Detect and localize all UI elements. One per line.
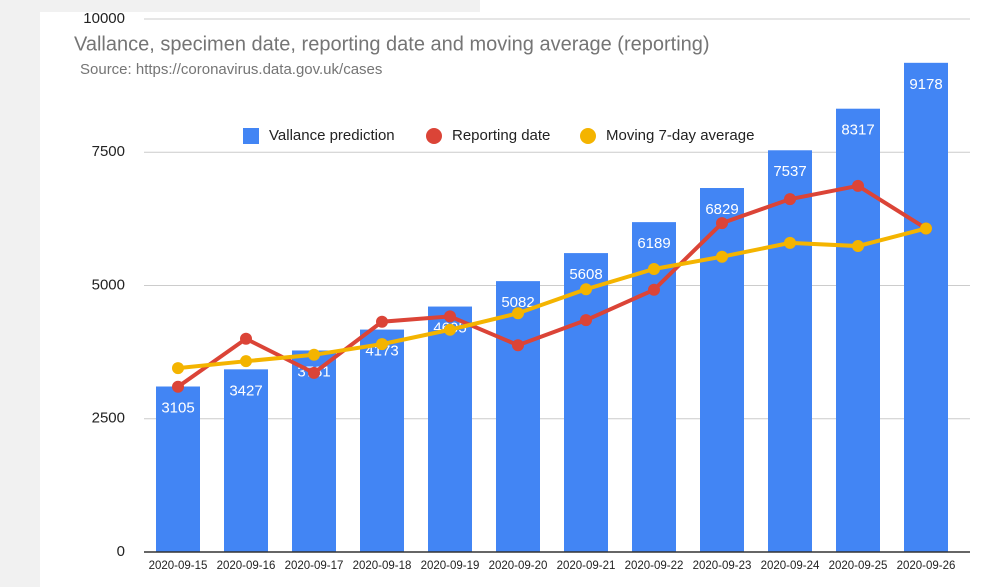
top-strip (0, 0, 480, 12)
bar-value-label: 3427 (229, 382, 262, 399)
line-point (920, 222, 932, 235)
bar (700, 188, 744, 553)
line-point (308, 366, 320, 379)
line-point (172, 362, 184, 375)
line (176, 183, 928, 389)
bar (904, 62, 948, 553)
line-point (376, 338, 388, 351)
legend-label: Reporting date (452, 127, 550, 144)
bar-value-label: 8317 (841, 122, 874, 139)
bar-value-label: 9178 (909, 76, 942, 93)
line-point (852, 179, 864, 192)
bar (768, 150, 812, 552)
line-point (716, 217, 728, 230)
legend: Vallance prediction Reporting date Moving … (243, 127, 754, 144)
line-point (444, 323, 456, 336)
bar (428, 306, 472, 552)
line-point (852, 240, 864, 253)
line-point (648, 283, 660, 296)
bar (496, 281, 540, 552)
x-tick-label: 2020-09-26 (897, 560, 956, 572)
x-tick-label: 2020-09-16 (217, 560, 276, 572)
line-point (512, 339, 524, 352)
line-point (580, 283, 592, 296)
line-point (308, 348, 320, 361)
bar (156, 386, 200, 552)
x-tick-label: 2020-09-17 (285, 560, 344, 572)
x-tick-label: 2020-09-24 (761, 560, 820, 572)
line-point (172, 380, 184, 393)
x-tick-label: 2020-09-25 (829, 560, 888, 572)
line-point (648, 262, 660, 275)
bar (224, 369, 268, 552)
legend-label: Moving 7-day average (606, 127, 754, 144)
bar-value-label: 3105 (161, 399, 194, 416)
bar-value-label: 5082 (501, 294, 534, 311)
side-strip (0, 0, 40, 587)
line (177, 226, 927, 371)
line-point (784, 236, 796, 249)
line-point (580, 314, 592, 327)
x-tick-label: 2020-09-15 (149, 560, 208, 572)
bar (360, 329, 404, 552)
bar (836, 108, 880, 552)
x-tick-label: 2020-09-20 (489, 560, 548, 572)
y-tick-label: 7500 (92, 143, 125, 160)
x-tick-label: 2020-09-21 (557, 560, 616, 572)
legend-marker (580, 128, 596, 144)
bar-value-label: 5608 (569, 266, 602, 283)
bar (564, 253, 608, 552)
chart-title: Vallance, specimen date, reporting date … (74, 33, 710, 55)
y-tick-label: 10000 (83, 10, 125, 27)
y-tick-label: 2500 (92, 410, 125, 427)
y-tick-label: 5000 (92, 276, 125, 293)
line-point (512, 307, 524, 320)
line-point (444, 310, 456, 323)
legend-marker (243, 128, 259, 144)
line-point (240, 332, 252, 345)
chart-subtitle: Source: https://coronavirus.data.gov.uk/… (80, 61, 382, 78)
line-point (716, 250, 728, 263)
bar-value-label: 6189 (637, 235, 670, 252)
line-point (240, 355, 252, 368)
y-tick-label: 0 (117, 543, 125, 560)
x-tick-label: 2020-09-19 (421, 560, 480, 572)
legend-marker (426, 128, 442, 144)
legend-label: Vallance prediction (269, 127, 395, 144)
x-tick-label: 2020-09-18 (353, 560, 412, 572)
line-point (376, 315, 388, 328)
x-tick-label: 2020-09-22 (625, 560, 684, 572)
x-tick-label: 2020-09-23 (693, 560, 752, 572)
bar (292, 350, 336, 552)
bar-value-label: 6829 (705, 201, 738, 218)
bar-value-label: 7537 (773, 163, 806, 180)
line-point (784, 193, 796, 206)
